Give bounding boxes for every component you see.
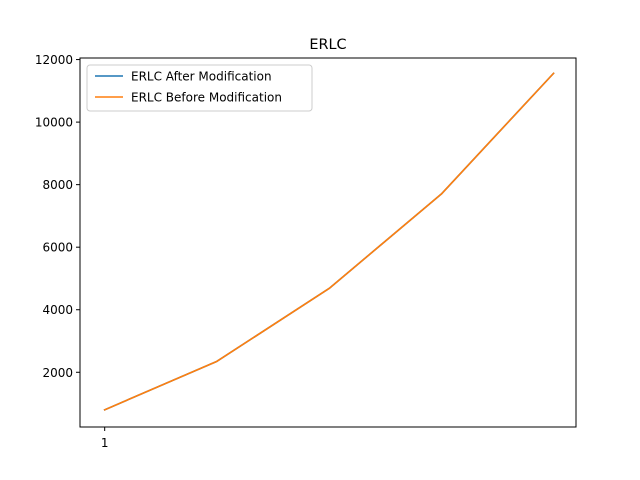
y-axis: 2000 4000 6000 8000 10000 12000: [35, 53, 80, 380]
series-line-1: [103, 72, 555, 411]
x-axis: 1: [101, 427, 109, 450]
x-tick-label: 1: [101, 436, 109, 450]
series-line-2: [103, 72, 555, 411]
legend: ERLC After Modification ERLC Before Modif…: [86, 64, 313, 112]
chart-title: ERLC: [309, 37, 346, 53]
y-tick-label: 4000: [42, 303, 73, 317]
plot-area: [103, 72, 555, 411]
y-tick-label: 12000: [35, 53, 73, 67]
y-tick-label: 10000: [35, 116, 73, 130]
legend-label-1: ERLC After Modification: [131, 70, 272, 84]
y-tick-label: 2000: [42, 366, 73, 380]
y-tick-label: 8000: [42, 178, 73, 192]
axes-frame: [79, 57, 577, 428]
y-tick-label: 6000: [42, 241, 73, 255]
legend-label-2: ERLC Before Modification: [131, 91, 282, 105]
legend-box: [86, 64, 313, 112]
